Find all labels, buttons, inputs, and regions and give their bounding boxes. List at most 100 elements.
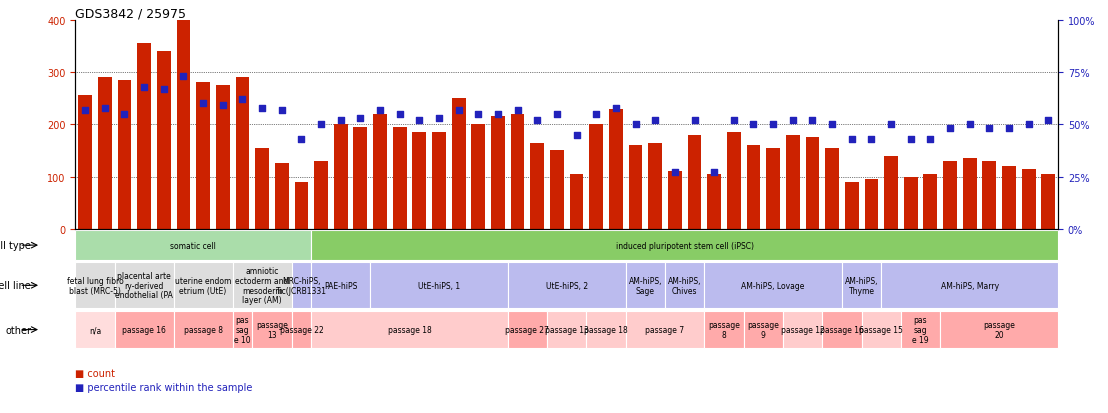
- Bar: [236, 78, 249, 229]
- Text: somatic cell: somatic cell: [171, 241, 216, 250]
- Bar: [904, 177, 917, 229]
- Bar: [941, 311, 1058, 349]
- Bar: [174, 263, 233, 309]
- Bar: [511, 114, 524, 229]
- Bar: [334, 125, 348, 229]
- Bar: [370, 263, 507, 309]
- Point: [450, 107, 468, 114]
- Bar: [943, 161, 957, 229]
- Bar: [507, 311, 547, 349]
- Bar: [747, 146, 760, 229]
- Point: [214, 103, 232, 109]
- Bar: [531, 143, 544, 229]
- Bar: [727, 133, 740, 229]
- Point: [135, 84, 153, 91]
- Point: [725, 117, 742, 124]
- Point: [823, 121, 841, 128]
- Text: passage 15: passage 15: [860, 325, 903, 334]
- Bar: [311, 230, 1058, 261]
- Text: cell line: cell line: [0, 280, 31, 291]
- Bar: [114, 311, 174, 349]
- Bar: [923, 174, 937, 229]
- Text: PAE-hiPS: PAE-hiPS: [324, 281, 358, 290]
- Bar: [75, 230, 311, 261]
- Point: [765, 121, 782, 128]
- Bar: [705, 263, 842, 309]
- Bar: [114, 263, 174, 309]
- Text: n/a: n/a: [89, 325, 101, 334]
- Bar: [196, 83, 211, 229]
- Point: [981, 126, 998, 133]
- Text: pas
sag
e 19: pas sag e 19: [912, 316, 929, 344]
- Bar: [507, 263, 626, 309]
- Bar: [275, 164, 288, 229]
- Bar: [393, 128, 407, 229]
- Text: induced pluripotent stem cell (iPSC): induced pluripotent stem cell (iPSC): [616, 241, 753, 250]
- Bar: [547, 311, 586, 349]
- Text: passage 27: passage 27: [505, 325, 550, 334]
- Bar: [705, 311, 743, 349]
- Bar: [79, 96, 92, 229]
- Bar: [253, 311, 291, 349]
- Point: [922, 136, 940, 143]
- Point: [646, 117, 664, 124]
- Text: passage 13: passage 13: [545, 325, 588, 334]
- Text: fetal lung fibro
blast (MRC-5): fetal lung fibro blast (MRC-5): [66, 276, 123, 295]
- Point: [862, 136, 880, 143]
- Point: [489, 111, 506, 118]
- Point: [410, 117, 428, 124]
- Bar: [353, 128, 367, 229]
- Bar: [432, 133, 445, 229]
- Bar: [586, 311, 626, 349]
- Point: [351, 115, 369, 122]
- Text: passage
8: passage 8: [708, 320, 740, 339]
- Point: [331, 117, 349, 124]
- Bar: [668, 172, 681, 229]
- Text: passage 18: passage 18: [584, 325, 628, 334]
- Point: [587, 111, 605, 118]
- Bar: [295, 182, 308, 229]
- Text: passage 18: passage 18: [388, 325, 431, 334]
- Bar: [845, 182, 859, 229]
- Bar: [862, 311, 901, 349]
- Text: UtE-hiPS, 1: UtE-hiPS, 1: [418, 281, 460, 290]
- Bar: [311, 311, 507, 349]
- Bar: [157, 52, 171, 229]
- Bar: [216, 86, 229, 229]
- Point: [391, 111, 409, 118]
- Point: [509, 107, 526, 114]
- Text: passage 16: passage 16: [122, 325, 166, 334]
- Point: [961, 121, 978, 128]
- Text: AM-hiPS,
Chives: AM-hiPS, Chives: [668, 276, 701, 295]
- Point: [784, 117, 802, 124]
- Bar: [626, 263, 665, 309]
- Text: AM-hiPS, Marry: AM-hiPS, Marry: [941, 281, 998, 290]
- Text: passage 12: passage 12: [781, 325, 824, 334]
- Text: cell type: cell type: [0, 240, 31, 251]
- Text: passage
9: passage 9: [748, 320, 779, 339]
- Bar: [1022, 169, 1036, 229]
- Bar: [98, 78, 112, 229]
- Bar: [628, 146, 643, 229]
- Point: [1039, 117, 1057, 124]
- Point: [293, 136, 310, 143]
- Point: [96, 105, 114, 112]
- Bar: [665, 263, 705, 309]
- Bar: [688, 135, 701, 229]
- Bar: [983, 161, 996, 229]
- Bar: [806, 138, 819, 229]
- Point: [234, 97, 252, 103]
- Bar: [609, 109, 623, 229]
- Bar: [373, 114, 387, 229]
- Bar: [743, 311, 783, 349]
- Text: passage
20: passage 20: [983, 320, 1015, 339]
- Bar: [491, 117, 505, 229]
- Point: [607, 105, 625, 112]
- Point: [1019, 121, 1037, 128]
- Bar: [884, 156, 897, 229]
- Bar: [315, 161, 328, 229]
- Point: [686, 117, 704, 124]
- Point: [430, 115, 448, 122]
- Point: [882, 121, 900, 128]
- Bar: [291, 311, 311, 349]
